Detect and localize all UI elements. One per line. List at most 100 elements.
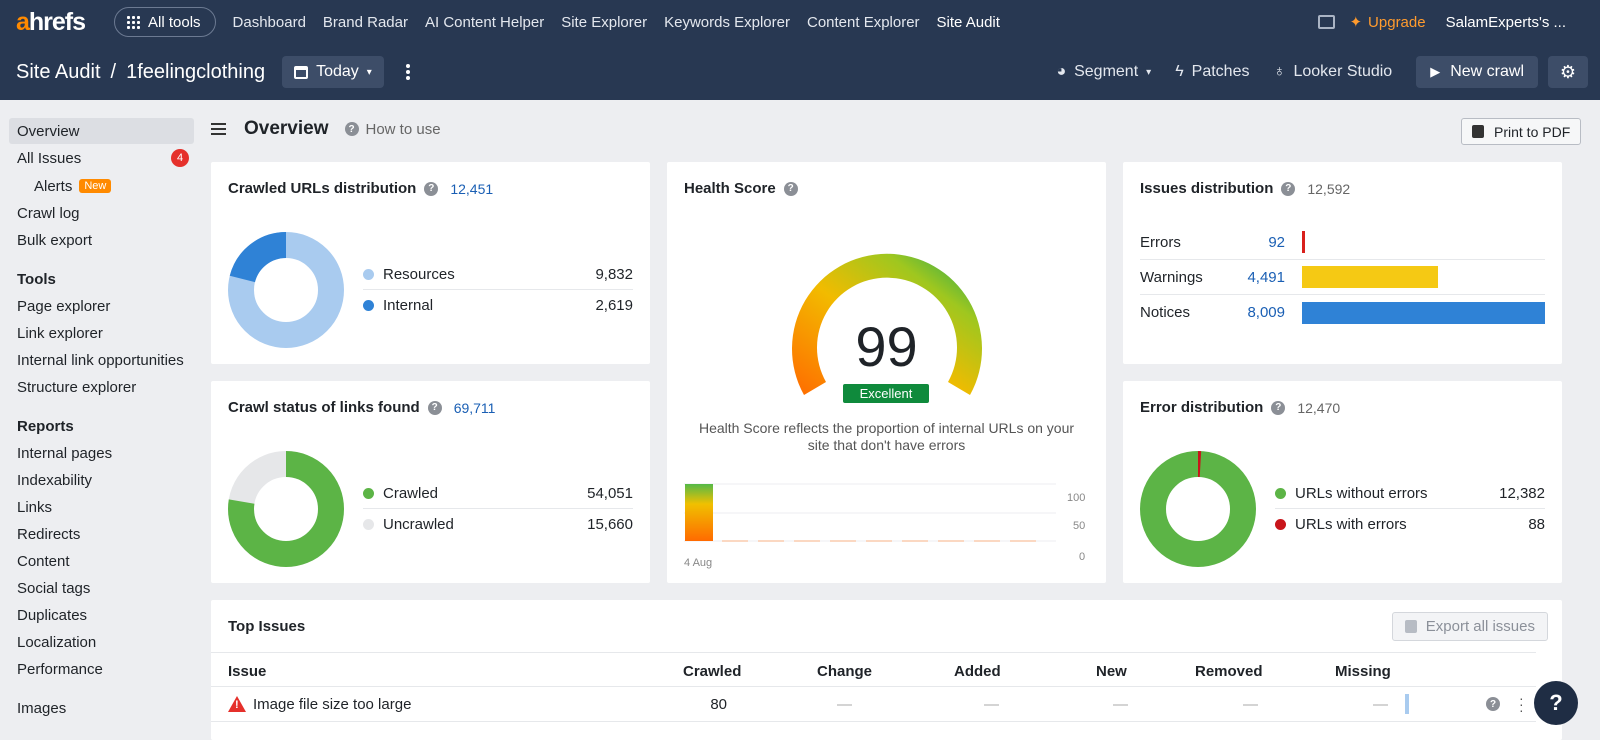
help-icon[interactable]: ? bbox=[427, 400, 442, 415]
help-icon[interactable]: ? bbox=[1271, 400, 1286, 415]
sidebar-item-indexability[interactable]: Indexability bbox=[17, 471, 93, 489]
table-row[interactable]: Image file size too large 80 — — — — — ?… bbox=[211, 687, 1536, 722]
new-value: — bbox=[1113, 696, 1128, 713]
sidebar-item-page-explorer[interactable]: Page explorer bbox=[17, 297, 111, 315]
upgrade-link[interactable]: ✦ Upgrade bbox=[1349, 13, 1425, 32]
issue-row-errors[interactable]: Errors 92 bbox=[1140, 225, 1545, 260]
issues-distribution-title: Issues distribution bbox=[1140, 180, 1274, 197]
help-icon[interactable]: ? bbox=[1281, 181, 1296, 196]
column-header-removed[interactable]: Removed bbox=[1195, 663, 1263, 680]
sidebar-item-alerts[interactable]: Alerts New bbox=[9, 173, 194, 199]
donut-segment-no-errors bbox=[1140, 451, 1256, 567]
sidebar-item-crawl-log[interactable]: Crawl log bbox=[17, 204, 80, 222]
error-distribution-legend: URLs without errors 12,382 URLs with err… bbox=[1275, 478, 1545, 540]
row-menu-icon[interactable]: · · · bbox=[1519, 690, 1524, 718]
issue-row-notices[interactable]: Notices 8,009 bbox=[1140, 295, 1545, 330]
trend-sparkline bbox=[1405, 694, 1409, 714]
breadcrumb-tool[interactable]: Site Audit bbox=[16, 60, 101, 83]
sidebar-item-all-issues[interactable]: All Issues 4 bbox=[9, 145, 194, 171]
help-icon[interactable]: ? bbox=[783, 181, 798, 196]
date-selector[interactable]: Today ▾ bbox=[282, 56, 384, 88]
all-tools-label: All tools bbox=[148, 13, 201, 31]
sidebar-item-link-explorer[interactable]: Link explorer bbox=[17, 324, 103, 342]
removed-value: — bbox=[1243, 696, 1258, 713]
sidebar-item-performance[interactable]: Performance bbox=[17, 660, 103, 678]
crawl-status-total[interactable]: 69,711 bbox=[453, 399, 496, 416]
sidebar-item-localization[interactable]: Localization bbox=[17, 633, 97, 651]
new-crawl-button[interactable]: ▶ New crawl bbox=[1416, 56, 1538, 88]
sidebar-item-links[interactable]: Links bbox=[17, 498, 53, 516]
looker-studio-link[interactable]: ♁ Looker Studio bbox=[1273, 63, 1392, 81]
nav-dashboard[interactable]: Dashboard bbox=[232, 13, 306, 31]
sidebar-item-redirects[interactable]: Redirects bbox=[17, 525, 81, 543]
project-bar: Site Audit / 1feelingclothing Today ▾ ◕ … bbox=[0, 44, 1600, 100]
sidebar: Overview All Issues 4 Alerts New Crawl l… bbox=[0, 100, 200, 736]
all-tools-button[interactable]: All tools bbox=[114, 7, 216, 37]
issue-type-count[interactable]: 4,491 bbox=[1247, 268, 1285, 286]
sidebar-item-images[interactable]: Images bbox=[17, 699, 67, 717]
legend-row[interactable]: Crawled 54,051 bbox=[363, 478, 633, 509]
sidebar-item-social-tags[interactable]: Social tags bbox=[17, 579, 91, 597]
legend-dot bbox=[363, 300, 374, 311]
issue-row-warnings[interactable]: Warnings 4,491 bbox=[1140, 260, 1545, 295]
sidebar-item-duplicates[interactable]: Duplicates bbox=[17, 606, 88, 624]
ahrefs-logo[interactable]: ahrefs bbox=[16, 7, 86, 36]
how-to-use-link[interactable]: ? How to use bbox=[344, 120, 441, 138]
legend-row[interactable]: Resources 9,832 bbox=[363, 259, 633, 290]
column-header-issue[interactable]: Issue bbox=[228, 663, 267, 680]
legend-label: URLs with errors bbox=[1295, 516, 1407, 533]
how-to-use-label: How to use bbox=[365, 120, 441, 138]
sidebar-item-internal-link-opportunities[interactable]: Internal link opportunities bbox=[17, 351, 184, 369]
breadcrumb-project[interactable]: 1feelingclothing bbox=[126, 60, 266, 83]
nav-site-audit[interactable]: Site Audit bbox=[936, 13, 1000, 31]
nav-brand-radar[interactable]: Brand Radar bbox=[322, 13, 408, 31]
export-all-issues-button[interactable]: Export all issues bbox=[1391, 612, 1548, 641]
more-options-icon[interactable] bbox=[405, 64, 410, 80]
sidebar-item-overview[interactable]: Overview bbox=[9, 118, 194, 144]
nav-ai-content-helper[interactable]: AI Content Helper bbox=[424, 13, 545, 31]
issue-type-count[interactable]: 92 bbox=[1268, 233, 1285, 251]
help-icon[interactable]: ? bbox=[424, 181, 439, 196]
health-bar[interactable] bbox=[685, 484, 713, 541]
notices-bar bbox=[1302, 301, 1545, 324]
column-header-change[interactable]: Change bbox=[817, 663, 873, 680]
nav-site-explorer[interactable]: Site Explorer bbox=[561, 13, 648, 31]
column-header-missing[interactable]: Missing bbox=[1335, 663, 1391, 680]
sidebar-item-internal-pages[interactable]: Internal pages bbox=[17, 444, 113, 462]
crawled-count[interactable]: 80 bbox=[710, 696, 727, 713]
print-to-pdf-button[interactable]: Print to PDF bbox=[1461, 118, 1582, 145]
help-icon: ? bbox=[344, 122, 359, 136]
column-header-new[interactable]: New bbox=[1096, 663, 1127, 680]
crawled-urls-total[interactable]: 12,451 bbox=[450, 180, 494, 197]
sidebar-item-bulk-export[interactable]: Bulk export bbox=[17, 231, 93, 249]
segment-dropdown[interactable]: ◕ Segment ▾ bbox=[1056, 63, 1151, 81]
legend-row[interactable]: Internal 2,619 bbox=[363, 290, 633, 321]
patches-link[interactable]: ϟ Patches bbox=[1175, 63, 1249, 81]
account-menu[interactable]: SalamExperts's ... bbox=[1445, 13, 1566, 31]
breadcrumb: Site Audit / 1feelingclothing bbox=[16, 61, 265, 84]
help-icon[interactable]: ? bbox=[1486, 697, 1500, 711]
settings-button[interactable]: ⚙ bbox=[1548, 56, 1588, 88]
sidebar-item-structure-explorer[interactable]: Structure explorer bbox=[17, 378, 137, 396]
menu-icon[interactable] bbox=[211, 123, 226, 135]
nav-keywords-explorer[interactable]: Keywords Explorer bbox=[664, 13, 790, 31]
patches-label: Patches bbox=[1191, 63, 1250, 80]
legend-row[interactable]: Uncrawled 15,660 bbox=[363, 509, 633, 540]
sidebar-item-label: Alerts bbox=[34, 177, 73, 195]
calendar-icon bbox=[294, 65, 309, 79]
donut-segment-crawled bbox=[228, 451, 344, 567]
issue-name[interactable]: Image file size too large bbox=[253, 696, 412, 713]
card-title: Top Issues bbox=[228, 618, 305, 635]
monitor-icon[interactable] bbox=[1318, 15, 1336, 29]
column-header-added[interactable]: Added bbox=[954, 663, 1001, 680]
nav-content-explorer[interactable]: Content Explorer bbox=[806, 13, 920, 31]
health-score-value: 99 bbox=[855, 315, 918, 378]
chat-help-button[interactable]: ? bbox=[1534, 681, 1578, 725]
sidebar-item-label: All Issues bbox=[17, 149, 82, 167]
sidebar-item-content[interactable]: Content bbox=[17, 552, 70, 570]
issue-type-count[interactable]: 8,009 bbox=[1247, 304, 1285, 321]
legend-row[interactable]: URLs with errors 88 bbox=[1275, 509, 1545, 540]
print-to-pdf-label: Print to PDF bbox=[1494, 123, 1571, 140]
column-header-crawled[interactable]: Crawled bbox=[683, 663, 742, 680]
legend-row[interactable]: URLs without errors 12,382 bbox=[1275, 478, 1545, 509]
